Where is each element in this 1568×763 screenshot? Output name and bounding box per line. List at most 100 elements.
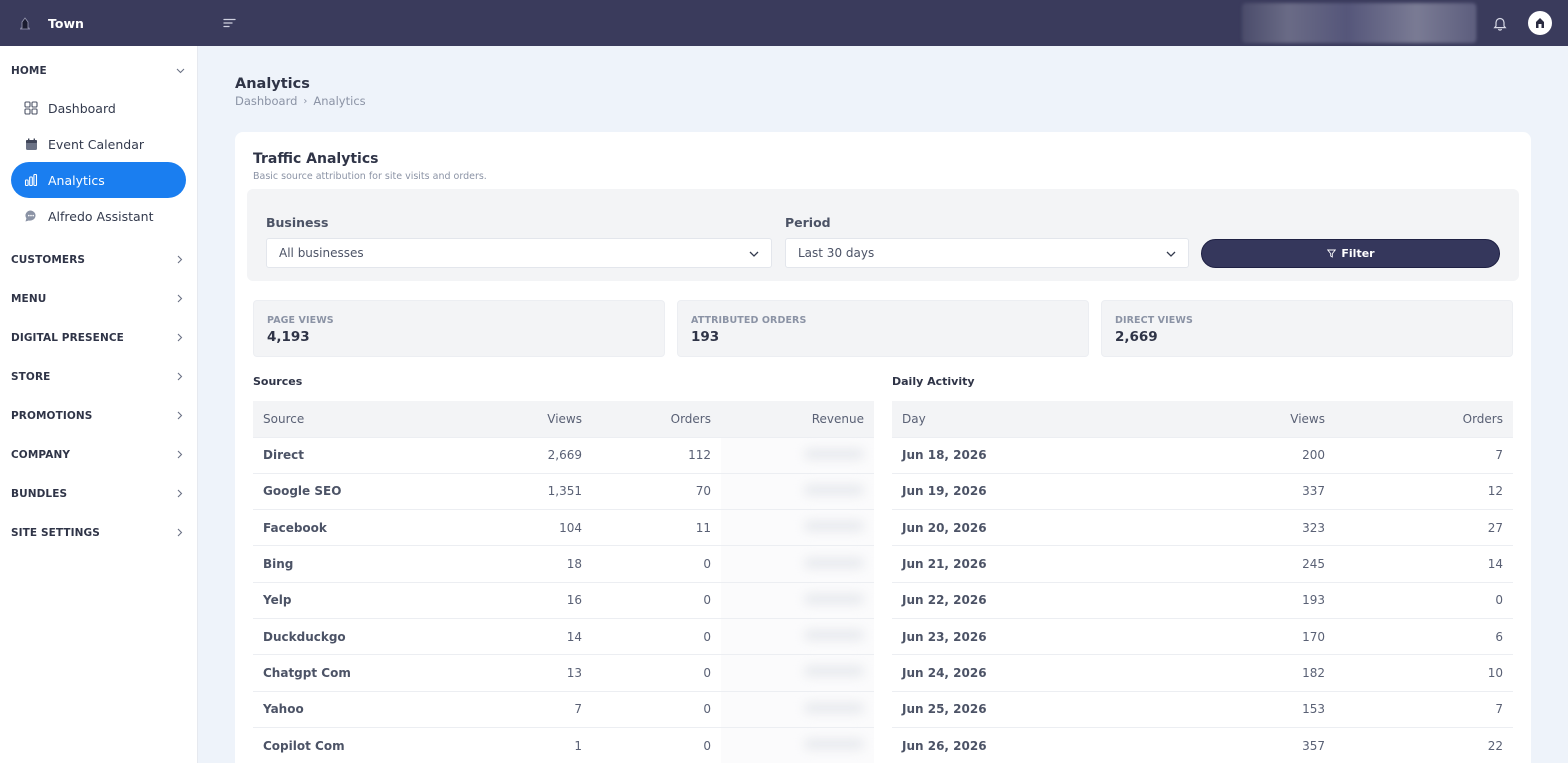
- orders-cell: 0: [592, 690, 721, 728]
- sidebar-section-label: MENU: [11, 292, 47, 305]
- column-header-orders[interactable]: Orders: [592, 401, 721, 437]
- day-cell: Jun 21, 2026: [892, 545, 1152, 583]
- table-row[interactable]: Copilot Com 1 0: [253, 726, 874, 763]
- orders-cell: 0: [592, 654, 721, 692]
- table-row[interactable]: Jun 18, 2026 200 7: [892, 436, 1513, 474]
- table-row[interactable]: Jun 25, 2026 153 7: [892, 690, 1513, 728]
- source-cell: Yahoo: [253, 690, 460, 728]
- sidebar-section-site-settings[interactable]: SITE SETTINGS: [0, 513, 197, 552]
- views-cell: 245: [1152, 545, 1335, 583]
- table-row[interactable]: Jun 23, 2026 170 6: [892, 617, 1513, 655]
- table-row[interactable]: Duckduckgo 14 0: [253, 617, 874, 655]
- redacted-value: [804, 447, 864, 460]
- views-cell: 13: [460, 654, 592, 692]
- table-row[interactable]: Yahoo 7 0: [253, 690, 874, 728]
- stat-attributed-orders: ATTRIBUTED ORDERS 193: [677, 300, 1089, 357]
- table-row[interactable]: Bing 18 0: [253, 545, 874, 583]
- brand[interactable]: Town: [0, 15, 198, 31]
- table-header-row: Source Views Orders Revenue: [253, 401, 874, 437]
- views-cell: 357: [1152, 726, 1335, 763]
- views-cell: 1: [460, 726, 592, 763]
- redacted-value: [804, 592, 864, 605]
- orders-cell: 0: [1335, 581, 1513, 619]
- sidebar-item-dashboard[interactable]: Dashboard: [11, 90, 186, 126]
- orders-cell: 14: [1335, 545, 1513, 583]
- orders-cell: 7: [1335, 690, 1513, 728]
- column-header-views[interactable]: Views: [1152, 401, 1335, 437]
- orders-cell: 22: [1335, 726, 1513, 763]
- sidebar-section-home[interactable]: HOME: [0, 52, 197, 90]
- column-header-orders[interactable]: Orders: [1335, 401, 1513, 437]
- revenue-cell-redacted: [721, 581, 874, 619]
- sidebar-item-alfredo-assistant[interactable]: Alfredo Assistant: [11, 198, 186, 234]
- sources-title: Sources: [253, 375, 303, 388]
- sidebar: HOME Dashboard Event Calendar Analytics: [0, 46, 198, 763]
- revenue-cell-redacted: [721, 690, 874, 728]
- views-cell: 170: [1152, 617, 1335, 655]
- table-row[interactable]: Jun 20, 2026 323 27: [892, 509, 1513, 546]
- column-header-revenue[interactable]: Revenue: [721, 401, 874, 437]
- day-cell: Jun 22, 2026: [892, 581, 1152, 619]
- sidebar-item-analytics[interactable]: Analytics: [11, 162, 186, 198]
- sidebar-item-event-calendar[interactable]: Event Calendar: [11, 126, 186, 162]
- period-select[interactable]: Last 30 days: [785, 238, 1189, 268]
- sidebar-section-company[interactable]: COMPANY: [0, 435, 197, 474]
- source-cell: Duckduckgo: [253, 617, 460, 655]
- redacted-value: [804, 520, 864, 533]
- revenue-cell-redacted: [721, 726, 874, 763]
- table-row[interactable]: Jun 26, 2026 357 22: [892, 726, 1513, 763]
- column-header-source[interactable]: Source: [253, 401, 460, 437]
- page-title: Analytics: [235, 76, 310, 92]
- table-row[interactable]: Direct 2,669 112: [253, 436, 874, 474]
- breadcrumb-dashboard[interactable]: Dashboard: [235, 94, 298, 108]
- sidebar-section-label: CUSTOMERS: [11, 253, 86, 266]
- sidebar-section-promotions[interactable]: PROMOTIONS: [0, 396, 197, 435]
- filter-panel: Business All businesses Period Last 30 d…: [247, 189, 1519, 281]
- stat-value: 193: [691, 329, 720, 345]
- table-row[interactable]: Google SEO 1,351 70: [253, 472, 874, 510]
- bar-chart-icon: [24, 173, 38, 187]
- filter-button[interactable]: Filter: [1201, 239, 1500, 268]
- sidebar-section-menu[interactable]: MENU: [0, 279, 197, 318]
- chevron-down-icon: [175, 66, 185, 76]
- views-cell: 200: [1152, 436, 1335, 474]
- table-row[interactable]: Jun 22, 2026 193 0: [892, 581, 1513, 619]
- column-header-views[interactable]: Views: [460, 401, 592, 437]
- sidebar-section-label: COMPANY: [11, 448, 71, 461]
- stat-label: ATTRIBUTED ORDERS: [691, 315, 807, 326]
- sidebar-section-bundles[interactable]: BUNDLES: [0, 474, 197, 513]
- bell-icon[interactable]: [1492, 15, 1508, 31]
- grid-icon: [24, 101, 38, 115]
- hamburger-menu-icon[interactable]: [221, 16, 237, 30]
- table-row[interactable]: Yelp 16 0: [253, 581, 874, 619]
- redacted-value: [804, 738, 864, 751]
- table-row[interactable]: Jun 19, 2026 337 12: [892, 472, 1513, 510]
- views-cell: 323: [1152, 509, 1335, 546]
- sidebar-section-label: SITE SETTINGS: [11, 526, 100, 539]
- orders-cell: 0: [592, 581, 721, 619]
- business-select[interactable]: All businesses: [266, 238, 772, 268]
- table-row[interactable]: Facebook 104 11: [253, 509, 874, 546]
- avatar[interactable]: [1528, 11, 1552, 35]
- chevron-down-icon: [749, 246, 759, 260]
- table-row[interactable]: Chatgpt Com 13 0: [253, 654, 874, 692]
- source-cell: Google SEO: [253, 472, 460, 510]
- sidebar-item-label: Alfredo Assistant: [48, 208, 154, 224]
- chevron-right-icon: [175, 528, 185, 538]
- orders-cell: 27: [1335, 509, 1513, 546]
- daily-activity-table: Day Views Orders Jun 18, 2026 200 7 Jun 19,…: [892, 401, 1513, 763]
- sidebar-section-customers[interactable]: CUSTOMERS: [0, 240, 197, 279]
- sidebar-section-store[interactable]: STORE: [0, 357, 197, 396]
- breadcrumb-analytics: Analytics: [313, 94, 366, 108]
- sidebar-section-digital-presence[interactable]: DIGITAL PRESENCE: [0, 318, 197, 357]
- stat-value: 4,193: [267, 329, 310, 345]
- views-cell: 18: [460, 545, 592, 583]
- revenue-cell-redacted: [721, 509, 874, 546]
- redacted-value: [804, 629, 864, 642]
- period-label: Period: [785, 215, 831, 230]
- table-row[interactable]: Jun 21, 2026 245 14: [892, 545, 1513, 583]
- card-title: Traffic Analytics: [253, 151, 379, 167]
- table-row[interactable]: Jun 24, 2026 182 10: [892, 654, 1513, 692]
- column-header-day[interactable]: Day: [892, 401, 1152, 437]
- account-switcher[interactable]: [1242, 3, 1476, 43]
